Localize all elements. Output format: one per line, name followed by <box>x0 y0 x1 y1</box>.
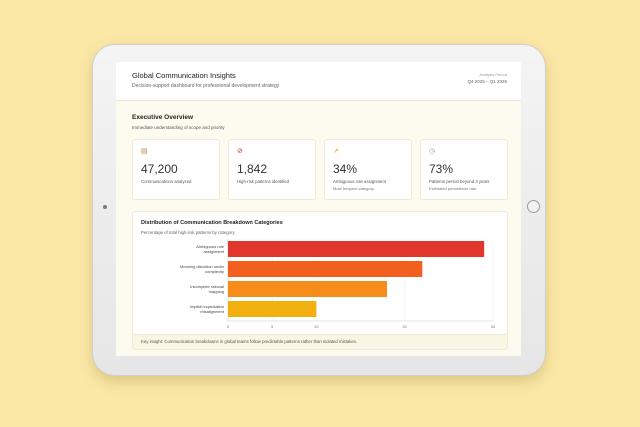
kpi-extra: Most frequent category <box>333 186 374 191</box>
kpi-card-communications: ▤ 47,200 Communications analyzed <box>132 139 220 200</box>
header: Global Communication Insights Decision-s… <box>116 62 521 101</box>
alert-icon: ⊘ <box>237 148 243 155</box>
kpi-card-persistence: ◷ 73% Patterns persist beyond 3 years Es… <box>420 139 508 200</box>
document-icon: ▤ <box>141 148 148 155</box>
period-value: Q4 2025 – Q1 2026 <box>467 79 507 84</box>
chart-card: Distribution of Communication Breakdown … <box>132 211 508 350</box>
kpi-label: Patterns persist beyond 3 years <box>429 179 490 184</box>
category-label: Meaning distortion under complexity <box>180 264 225 274</box>
kpi-label: High-risk patterns identified <box>237 179 290 184</box>
page-subtitle: Decision-support dashboard for professio… <box>132 83 280 89</box>
section-subtitle: Immediate understanding of scope and pri… <box>132 125 225 130</box>
trend-icon: ↗ <box>333 148 339 155</box>
period-label: Analysis Period <box>479 72 507 77</box>
insight-bar: Key insight: Communication breakdowns in… <box>133 334 507 349</box>
x-tick-label: 10 <box>314 324 319 329</box>
x-tick-label: 20 <box>402 324 407 329</box>
bar <box>228 281 387 297</box>
kpi-value: 1,842 <box>237 162 268 176</box>
page-title: Global Communication Insights <box>132 71 236 80</box>
kpi-card-ambiguous-role: ↗ 34% Ambiguous role assignment Most fre… <box>324 139 412 200</box>
clock-icon: ◷ <box>429 148 436 155</box>
category-label: Ambiguous role assignment <box>196 244 225 254</box>
chart-title: Distribution of Communication Breakdown … <box>141 220 283 226</box>
category-label: Implicit expectation misalignment <box>190 304 225 314</box>
kpi-value: 73% <box>429 162 454 176</box>
bar <box>228 301 317 317</box>
category-label: Incomplete rational mapping <box>190 284 224 294</box>
x-tick-label: 0 <box>227 324 230 329</box>
kpi-extra: Estimated persistence rate <box>429 186 477 191</box>
bar-chart: 0 5 10 20 30 Ambiguous role assignment Meaning … <box>180 239 496 329</box>
kpi-value: 34% <box>333 162 358 176</box>
camera-dot <box>103 205 107 209</box>
bar <box>228 241 485 257</box>
kpi-label: Ambiguous role assignment <box>333 179 387 184</box>
x-tick-label: 30 <box>491 324 496 329</box>
chart-subtitle: Percentage of total high-risk patterns b… <box>141 230 235 235</box>
section-title: Executive Overview <box>132 114 194 121</box>
dashboard-screen: Global Communication Insights Decision-s… <box>116 62 521 356</box>
kpi-label: Communications analyzed <box>141 179 192 184</box>
x-tick-label: 5 <box>271 324 274 329</box>
kpi-value: 47,200 <box>141 162 178 176</box>
home-button[interactable] <box>527 200 540 213</box>
kpi-card-high-risk: ⊘ 1,842 High-risk patterns identified <box>228 139 316 200</box>
bar <box>228 261 423 277</box>
insight-text: Key insight: Communication breakdowns in… <box>141 339 358 344</box>
tablet-frame: Global Communication Insights Decision-s… <box>93 45 545 375</box>
